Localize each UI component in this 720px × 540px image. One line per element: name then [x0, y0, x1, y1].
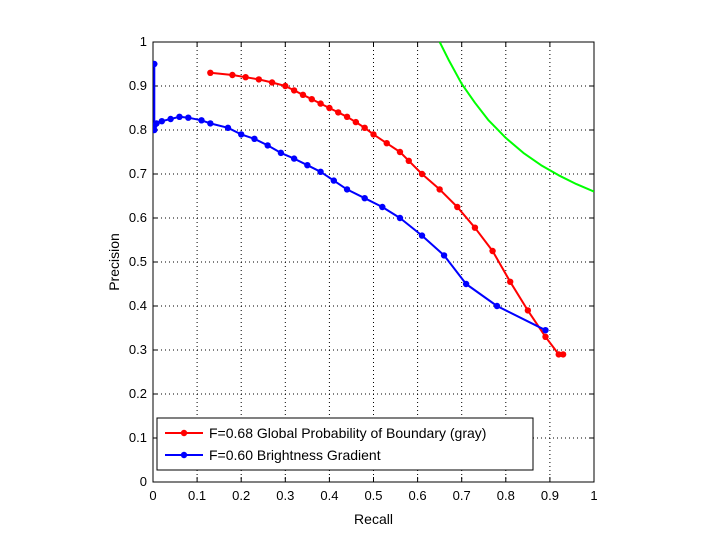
data-point — [440, 252, 448, 259]
legend-label: F=0.60 Brightness Gradient — [209, 447, 381, 463]
data-point — [396, 214, 404, 222]
x-tick-label: 0.4 — [320, 488, 338, 503]
legend-label: F=0.68 Global Probability of Boundary (g… — [209, 425, 486, 441]
data-point — [383, 140, 390, 147]
data-point — [207, 120, 214, 127]
tick-labels: 0 0.1 0.2 0.3 0.4 0.5 0.6 0.7 0.8 0.9 1 0 0.1 0.2 0.3 0… — [129, 34, 598, 503]
y-tick-label: 0.3 — [129, 342, 147, 357]
legend-box — [156, 417, 534, 471]
legend-entry: F=0.68 Global Probability of Boundary (g… — [165, 425, 486, 441]
series-layer — [153, 42, 594, 358]
data-point — [361, 124, 368, 131]
x-axis-label: Recall — [354, 511, 393, 527]
legend-marker — [180, 451, 188, 459]
data-point — [507, 278, 514, 285]
data-point — [489, 247, 496, 255]
data-point — [326, 104, 333, 112]
data-point — [330, 177, 338, 184]
data-point — [343, 186, 351, 193]
data-point — [418, 232, 426, 239]
data-point — [405, 157, 412, 164]
y-axis-label: Precision — [106, 233, 122, 291]
y-tick-label: 0.7 — [129, 166, 147, 181]
y-tick-label: 0.9 — [129, 78, 147, 93]
data-point — [158, 118, 166, 125]
y-tick-label: 1 — [140, 34, 147, 49]
data-point — [343, 113, 351, 121]
data-point — [224, 124, 232, 131]
legend: F=0.68 Global Probability of Boundary (g… — [156, 417, 534, 471]
data-point — [308, 96, 315, 103]
series-2 — [153, 60, 549, 334]
data-point — [493, 302, 501, 310]
y-tick-label: 0.5 — [129, 254, 147, 269]
data-point — [524, 307, 532, 314]
data-point — [352, 118, 360, 126]
x-tick-label: 0.9 — [541, 488, 559, 503]
x-tick-label: 0.6 — [409, 488, 427, 503]
y-tick-label: 0.8 — [129, 122, 147, 137]
data-point — [317, 168, 324, 175]
data-point — [559, 351, 567, 358]
x-tick-label: 0.3 — [276, 488, 294, 503]
x-tick-label: 0.1 — [188, 488, 206, 503]
data-point — [255, 76, 263, 83]
data-point — [418, 170, 426, 178]
data-point — [396, 148, 404, 156]
data-point — [207, 69, 214, 77]
data-point — [299, 91, 307, 99]
data-point — [238, 131, 245, 138]
series-line — [153, 64, 546, 332]
data-point — [264, 142, 271, 149]
data-point — [277, 149, 285, 157]
data-point — [542, 333, 549, 340]
data-point — [454, 203, 461, 211]
y-tick-label: 0.2 — [129, 386, 147, 401]
legend-entry: F=0.60 Brightness Gradient — [165, 447, 381, 463]
data-point — [176, 113, 183, 121]
x-tick-label: 0.7 — [453, 488, 471, 503]
data-point — [542, 327, 549, 334]
data-point — [471, 224, 479, 231]
data-point — [436, 186, 443, 193]
data-point — [242, 74, 249, 81]
data-point — [290, 155, 298, 162]
data-point — [555, 351, 562, 358]
y-tick-label: 0.6 — [129, 210, 147, 225]
data-point — [379, 203, 386, 211]
series-1 — [207, 69, 567, 358]
series-line — [438, 42, 594, 193]
y-tick-label: 0.4 — [129, 298, 147, 313]
data-point — [462, 280, 470, 288]
data-point — [251, 135, 258, 142]
data-point — [167, 115, 174, 123]
data-point — [317, 100, 324, 107]
x-tick-label: 0.2 — [232, 488, 250, 503]
x-tick-label: 1 — [590, 488, 597, 503]
data-point — [290, 87, 298, 94]
series-3 — [438, 42, 594, 193]
data-point — [361, 195, 368, 202]
legend-marker — [180, 429, 188, 437]
x-tick-label: 0 — [149, 488, 156, 503]
y-tick-label: 0 — [140, 474, 147, 489]
data-point — [153, 60, 158, 68]
data-point — [370, 131, 377, 138]
data-point — [153, 120, 160, 127]
data-point — [335, 109, 342, 116]
x-tick-label: 0.8 — [497, 488, 515, 503]
data-point — [268, 79, 276, 86]
y-tick-label: 0.1 — [129, 430, 147, 445]
data-point — [198, 117, 205, 124]
data-point — [304, 162, 311, 169]
data-point — [282, 82, 289, 90]
data-point — [229, 71, 236, 79]
data-point — [185, 114, 192, 121]
x-tick-label: 0.5 — [364, 488, 382, 503]
